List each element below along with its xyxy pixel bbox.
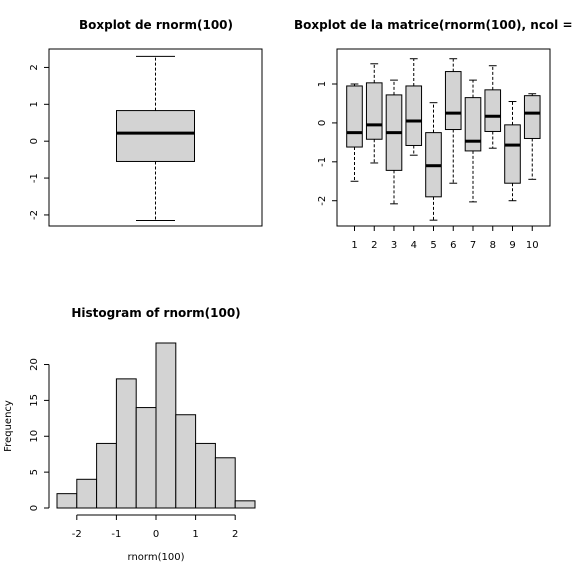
chart2-y-tick-label: -1 <box>317 157 328 167</box>
chart2-x-tick-label: 4 <box>411 240 417 251</box>
histogram-bar <box>115 378 137 509</box>
chart1-y-tick-label: -2 <box>29 210 40 220</box>
chart2-box-4-box <box>405 85 423 146</box>
chart3-y-tick-label: 10 <box>29 430 40 443</box>
chart1-y-tick-label: -1 <box>29 173 40 183</box>
chart3-y-tick-label: 5 <box>29 469 40 475</box>
chart3-title: Histogram of rnorm(100) <box>71 306 240 320</box>
chart3-y-tick-label: 20 <box>29 358 40 371</box>
chart2-title: Boxplot de la matrice(rnorm(100), ncol =… <box>294 18 576 32</box>
histogram-bar <box>56 493 78 509</box>
chart2-y-tick-label: 1 <box>317 81 328 87</box>
chart2-box-7-box <box>464 97 482 152</box>
chart1-y-tick-label: 0 <box>29 138 40 144</box>
chart3-x-tick-label: 2 <box>232 529 238 540</box>
chart3-y-tick-label: 0 <box>29 505 40 511</box>
chart2-x-tick-label: 2 <box>371 240 377 251</box>
chart3-xlabel: rnorm(100) <box>128 552 185 563</box>
histogram-bar <box>234 500 256 509</box>
chart1-y-tick-label: 1 <box>29 101 40 107</box>
chart2-x-tick-label: 10 <box>526 240 539 251</box>
chart3-ylabel: Frequency <box>3 400 14 452</box>
histogram-bar <box>214 457 236 509</box>
histogram-bar <box>96 442 117 509</box>
chart2-x-tick-label: 6 <box>450 240 456 251</box>
chart2-y-tick-label: -2 <box>317 196 328 206</box>
chart2-x-tick-label: 9 <box>509 240 515 251</box>
chart3-x-tick-label: -2 <box>72 529 82 540</box>
chart2-box-6-box <box>444 71 462 131</box>
chart2-y-tick-label: 0 <box>317 120 328 126</box>
chart2-x-tick-label: 7 <box>470 240 476 251</box>
chart1-box <box>116 110 195 162</box>
boxplot-matrix: -2 -1 0 1 1 2 3 4 5 6 7 8 9 10 <box>317 48 551 251</box>
chart3-x-tick-label: 1 <box>192 529 198 540</box>
chart2-box-2-box <box>365 82 383 140</box>
chart2-x-tick-label: 5 <box>430 240 436 251</box>
chart2-x-tick-label: 3 <box>391 240 397 251</box>
chart2-box-1-box <box>346 85 363 148</box>
chart2-x-tick-label: 8 <box>490 240 496 251</box>
chart1-y-tick-label: 2 <box>29 64 40 70</box>
chart2-box-8-box <box>484 89 502 132</box>
chart3-x-tick-label: 0 <box>153 529 159 540</box>
chart3-y-tick-label: 15 <box>29 394 40 407</box>
histogram-bar <box>195 442 216 509</box>
histogram-bar <box>175 414 197 509</box>
boxplot-single: -2 -1 0 1 2 <box>29 48 263 227</box>
histogram-bar <box>135 407 157 509</box>
histogram-bar <box>76 478 98 509</box>
chart2-box-10-box <box>523 95 541 139</box>
chart1-title: Boxplot de rnorm(100) <box>79 18 233 32</box>
histogram-bar <box>155 342 177 509</box>
chart3-x-tick-label: -1 <box>111 529 121 540</box>
chart2-box-9-box <box>504 124 521 184</box>
chart2-x-tick-label: 1 <box>351 240 357 251</box>
